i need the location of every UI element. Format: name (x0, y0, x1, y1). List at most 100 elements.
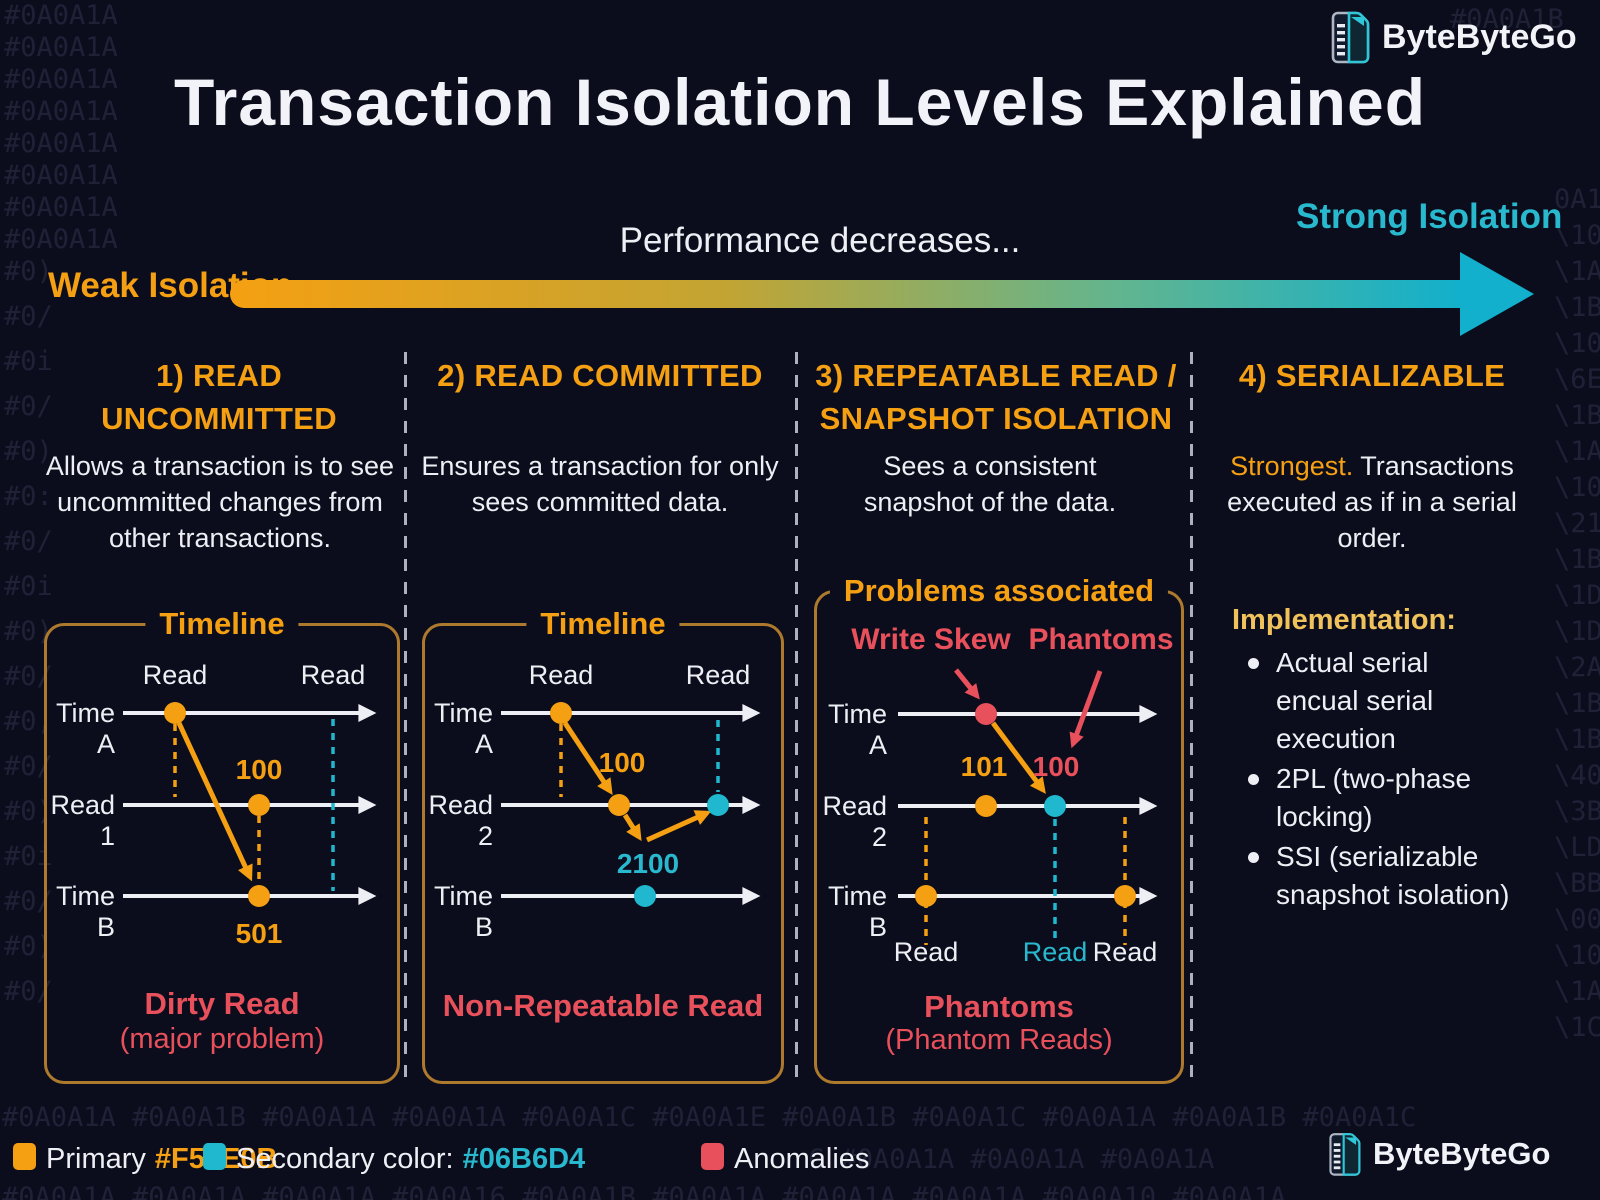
column1-description: Allows a transaction is to see uncommitt… (45, 451, 395, 553)
timeline-box1-title: Timeline (145, 606, 299, 643)
timeline-box-read-uncommitted: Timeline Read Read Time A Read 1 Time B … (44, 606, 400, 1084)
bytebytego-logo-icon (1331, 11, 1370, 64)
bg-hex-text: \1B (1554, 724, 1600, 755)
column-separator (1190, 352, 1193, 1082)
isolation-gradient-arrow-head (1460, 252, 1534, 336)
column2-description: Ensures a transaction for only sees comm… (421, 451, 779, 517)
bg-hex-text: \1B (1554, 400, 1600, 431)
bg-hex-text: \1D (1554, 580, 1600, 611)
bg-hex-text: \21 (1554, 508, 1600, 539)
row-label-time-b: Time B (56, 881, 115, 942)
implementation-item-line: encual serial (1276, 685, 1434, 716)
implementation-item-line: 2PL (two-phase (1276, 763, 1472, 794)
bg-hex-text: \10 (1554, 220, 1600, 251)
value-2100: 2100 (616, 848, 680, 879)
footer-logo: ByteByteGo (1328, 1132, 1550, 1176)
row-label-read-1: Read 1 (50, 790, 115, 851)
bg-hex-text: #0) (4, 436, 53, 467)
column1-heading-line1: 1) READ (155, 358, 283, 393)
bg-hex-text: \1C (1554, 1012, 1600, 1043)
column-separator (404, 352, 407, 1082)
bg-hex-text: \BB (1554, 868, 1600, 899)
read-label: Read (142, 660, 208, 690)
column2-heading: 2) READ COMMITTED (420, 354, 780, 397)
problems-box-title: Problems associated (829, 573, 1169, 610)
column4-heading: 4) SERIALIZABLE (1196, 354, 1548, 397)
bg-hex-text: #0A0A1A (4, 160, 118, 191)
row-label-time-a: Time A (828, 699, 887, 760)
bg-hex-text: \10 (1554, 472, 1600, 503)
bytebytego-logo-icon (1329, 1133, 1361, 1176)
problem-phantoms: Phantoms (924, 989, 1074, 1024)
bg-hex-text: C #0A0A1A #0A0A1A #0A0A1A (808, 1144, 1215, 1175)
implementation-item: 2PL (two-phase locking) (1240, 760, 1540, 836)
bg-hex-text: \1A (1554, 256, 1600, 287)
implementation-item-line: execution (1276, 723, 1396, 754)
column1-heading-line2: UNCOMMITTED (101, 401, 337, 436)
strongest-label: Strongest. (1230, 451, 1354, 481)
page-title: Transaction Isolation Levels Explained (173, 65, 1427, 139)
column1-heading: 1) READ UNCOMMITTED (44, 354, 394, 440)
secondary-legend-label: Secondary color: (236, 1143, 454, 1175)
bg-hex-text: #0A0A1A (4, 64, 118, 95)
read-label: Read (300, 660, 366, 690)
column4-heading-line1: 4) SERIALIZABLE (1238, 358, 1506, 393)
bg-hex-text: #0A0A1A (4, 96, 118, 127)
bg-hex-text: #0A0A1A (4, 128, 118, 159)
bg-hex-text: #0A0A1A (4, 0, 118, 31)
bg-hex-text: \2A (1554, 652, 1600, 683)
performance-decreases-label: Performance decreases... (619, 221, 1021, 260)
anomalies-legend-label: Anomalies (734, 1143, 870, 1175)
bg-hex-text: \1A (1554, 976, 1600, 1007)
bg-hex-text: #0i (4, 571, 53, 602)
bg-hex-text: #0A0A1B (1450, 4, 1564, 35)
phantoms-annotation: Phantoms (1028, 623, 1174, 656)
read-label: Read (528, 660, 594, 690)
problems-box-repeatable-read: Problems associated Write Skew Phantoms … (814, 573, 1184, 1084)
bg-hex-text: 0A1D (1554, 184, 1600, 215)
implementation-item-line: SSI (serializable (1276, 841, 1479, 872)
bg-hex-text: \1B (1554, 292, 1600, 323)
row-label-read-2: Read 2 (428, 790, 493, 851)
bg-hex-text: \40 (1554, 760, 1600, 791)
read-label: Read (685, 660, 751, 690)
bg-hex-text: \6E (1554, 364, 1600, 395)
value-101: 101 (960, 751, 1008, 782)
row-label-time-b: Time B (434, 881, 493, 942)
problem-phantoms-sub: (Phantom Reads) (885, 1024, 1113, 1056)
timeline-box2-title: Timeline (526, 606, 680, 643)
bg-hex-text: #0) (4, 256, 53, 287)
bg-hex-text: #0A0A1A #0A0A1B #0A0A1A #0A0A1A #0A0A1C … (2, 1102, 1417, 1133)
anomalies-legend: Anomalies (734, 1143, 869, 1176)
column2-heading-line1: 2) READ COMMITTED (437, 358, 763, 393)
strong-isolation-label: Strong Isolation (1296, 197, 1563, 236)
bg-hex-text: #0A0A1A (4, 192, 118, 223)
secondary-legend: Secondary color: #06B6D4 (236, 1143, 585, 1176)
bg-hex-text: #0: (4, 481, 53, 512)
read-label: Read (1092, 937, 1158, 967)
column4-description: Strongest. Transactions executed as if i… (1198, 448, 1546, 556)
bg-hex-text: #0/ (4, 526, 53, 557)
secondary-hex-value: #06B6D4 (462, 1143, 586, 1175)
value-100: 100 (235, 754, 283, 785)
bg-hex-text: \1B (1554, 544, 1600, 575)
implementation-title: Implementation: (1232, 604, 1456, 636)
secondary-color-swatch (203, 1143, 226, 1170)
bg-hex-text: #0/ (4, 301, 53, 332)
timeline-diagram-3 (898, 668, 1158, 945)
row-label-time-a: Time A (434, 698, 493, 759)
row-label-time-a: Time A (56, 698, 115, 759)
column4-description-rest: Transactions executed as if in a serial … (1227, 451, 1517, 553)
bg-hex-text: \3B (1554, 796, 1600, 827)
value-100: 100 (1032, 751, 1080, 782)
implementation-item-line: snapshot isolation) (1276, 879, 1510, 910)
column3-heading: 3) REPEATABLE READ / SNAPSHOT ISOLATION (806, 354, 1186, 440)
isolation-gradient-arrow-shaft (230, 280, 1462, 308)
implementation-list: Actual serial encual serial execution 2P… (1240, 644, 1540, 916)
column-separator (795, 352, 798, 1082)
column3-heading-line2: SNAPSHOT ISOLATION (819, 401, 1173, 436)
timeline-box-read-committed: Timeline Read Read Time A Read 2 Time B … (422, 606, 784, 1084)
column3-description: Sees a consistent snapshot of the data. (863, 451, 1117, 517)
